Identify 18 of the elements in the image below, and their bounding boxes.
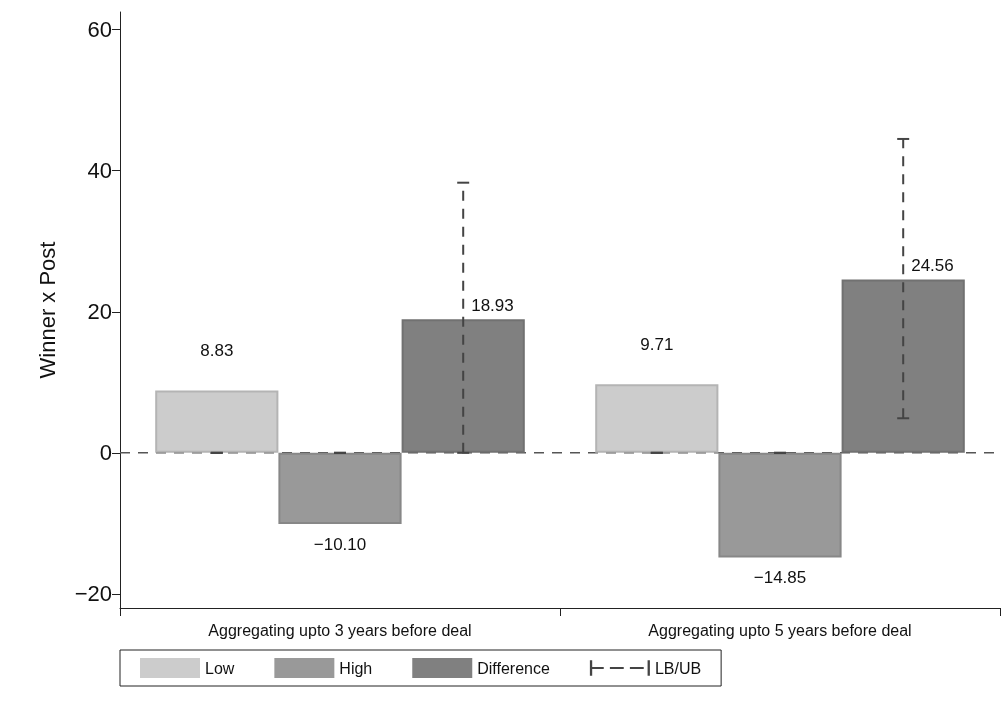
x-tick-label: Aggregating upto 5 years before deal [648, 621, 912, 639]
y-tick-label: 40 [87, 158, 112, 184]
y-tick-label: 20 [87, 299, 112, 325]
data-label: −14.85 [753, 568, 807, 588]
data-label: 9.71 [640, 334, 674, 354]
legend-label: High [339, 659, 373, 677]
y-axis-title: Winner x Post [34, 241, 60, 379]
data-label: 8.83 [200, 341, 234, 361]
text: LB/UB [654, 659, 702, 677]
data-label: 24.56 [911, 256, 954, 276]
y-tick-label: −20 [74, 581, 112, 607]
legend-label: Difference [477, 659, 550, 677]
legend-label: Low [205, 659, 235, 677]
y-tick-label: 0 [99, 440, 112, 466]
x-tick-label: Aggregating upto 3 years before deal [208, 621, 472, 639]
data-label: −10.10 [313, 534, 367, 554]
data-label: 18.93 [471, 295, 514, 315]
y-tick-label: 60 [87, 17, 112, 43]
